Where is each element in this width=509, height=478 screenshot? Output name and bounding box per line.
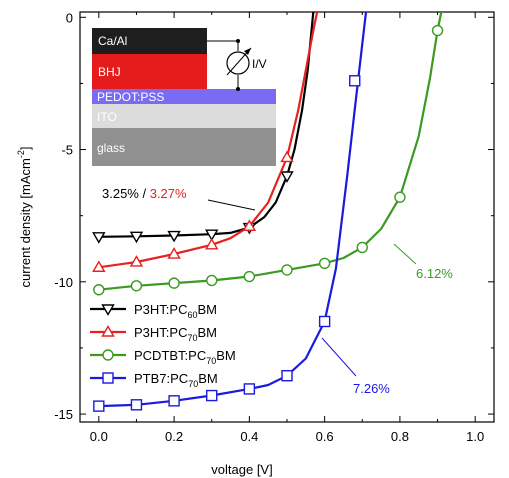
annotation-p3ht-black: 3.25% xyxy=(102,186,139,201)
annotation-p3ht-pointer xyxy=(207,199,256,211)
data-point-square xyxy=(93,400,105,412)
x-tick-label: 0.2 xyxy=(165,429,183,444)
data-point-triangle-down xyxy=(92,232,106,244)
series-line-pcdtbt-pc70bm xyxy=(98,12,443,291)
wire-top xyxy=(207,40,239,51)
data-point-square xyxy=(318,315,331,328)
annotation-p3ht-red: 3.27% xyxy=(150,186,187,201)
series-line-p3ht-pc70bm xyxy=(98,12,319,269)
layer-ca-al-label: Ca/Al xyxy=(98,34,127,48)
y-axis-label-sup: -2 xyxy=(16,150,26,158)
x-tick-label: 0.0 xyxy=(90,429,108,444)
series-ptb7-pc70bm xyxy=(93,12,368,412)
data-point-square xyxy=(281,370,293,382)
wire-node-bottom xyxy=(236,87,240,91)
annotation-p3ht-sep: / xyxy=(139,186,150,201)
data-point-circle xyxy=(281,264,293,276)
y-axis-label: current density [mAcm-2] xyxy=(16,147,33,288)
legend-item-p3ht-pc60bm: P3HT:PC60BM xyxy=(90,302,217,320)
layer-pedot-label: PEDOT:PSS xyxy=(97,90,164,104)
annotation-pcdtbt-pointer xyxy=(393,243,417,265)
y-tick-label: -10 xyxy=(54,275,73,290)
data-point-triangle-up xyxy=(129,255,144,267)
layer-pedot xyxy=(92,89,276,104)
data-point-triangle-up xyxy=(205,237,219,250)
x-tick-label: 0.6 xyxy=(316,429,334,444)
y-tick-label: -15 xyxy=(54,407,73,422)
annotation-ptb7-pointer xyxy=(321,337,357,377)
legend: P3HT:PC60BM P3HT:PC70BM PCDTBT:PC70BM PTB7:… xyxy=(90,302,236,389)
legend-label: PCDTBT:PC70BM xyxy=(134,348,236,366)
x-tick-label: 0.8 xyxy=(391,429,409,444)
data-point-circle xyxy=(431,24,444,37)
y-tick-label: -5 xyxy=(61,143,73,158)
data-point-triangle-up xyxy=(92,260,106,272)
data-point-square xyxy=(168,395,180,407)
annotation-pcdtbt: 6.12% xyxy=(416,266,453,281)
legend-item-pcdtbt-pc70bm: PCDTBT:PC70BM xyxy=(90,348,236,366)
legend-label: P3HT:PC70BM xyxy=(134,325,217,343)
device-stack-inset: Ca/Al BHJ PEDOT:PSS ITO glass I/V xyxy=(92,28,276,166)
annotation-p3ht: 3.25% / 3.27% xyxy=(102,186,187,201)
layer-glass xyxy=(92,128,276,166)
legend-item-p3ht-pc70bm: P3HT:PC70BM xyxy=(90,325,217,343)
layer-bhj xyxy=(92,54,207,89)
legend-label: P3HT:PC60BM xyxy=(134,302,217,320)
data-point-circle xyxy=(102,349,114,361)
data-point-circle xyxy=(168,277,180,289)
x-tick-label: 0.4 xyxy=(240,429,258,444)
data-point-triangle-down xyxy=(167,230,181,243)
series-line-ptb7-pc70bm xyxy=(98,12,368,408)
layer-bhj-label: BHJ xyxy=(98,65,121,79)
data-point-triangle-up xyxy=(167,247,181,259)
data-point-triangle-up xyxy=(280,150,294,163)
data-point-triangle-down xyxy=(205,229,219,242)
layer-ito-label: ITO xyxy=(97,110,117,124)
y-tick-label: 0 xyxy=(66,10,73,25)
annotation-ptb7: 7.26% xyxy=(353,381,390,396)
data-point-square xyxy=(102,372,114,384)
data-point-circle xyxy=(206,274,218,287)
data-point-triangle-down xyxy=(280,171,294,183)
layer-glass-label: glass xyxy=(97,141,125,155)
data-point-triangle-down xyxy=(101,304,115,316)
data-point-triangle-down xyxy=(129,231,144,244)
data-point-square xyxy=(206,389,218,402)
data-point-circle xyxy=(130,280,143,292)
data-point-square xyxy=(130,399,143,411)
data-point-triangle-up xyxy=(242,219,257,231)
data-point-circle xyxy=(243,270,256,283)
data-point-triangle-up xyxy=(101,325,115,337)
data-point-circle xyxy=(394,191,406,203)
data-point-circle xyxy=(318,257,331,269)
x-tick-label: 1.0 xyxy=(466,429,484,444)
data-point-square xyxy=(243,383,256,395)
series-layer xyxy=(92,12,444,412)
layer-ito xyxy=(92,104,276,128)
series-p3ht-pc70bm xyxy=(92,12,319,272)
data-point-square xyxy=(349,75,361,87)
series-pcdtbt-pc70bm xyxy=(93,12,444,296)
data-point-circle xyxy=(356,241,368,254)
meter-label: I/V xyxy=(252,57,267,71)
legend-item-ptb7-pc70bm: PTB7:PC70BM xyxy=(90,371,218,389)
wire-node-top xyxy=(236,39,240,43)
legend-label: PTB7:PC70BM xyxy=(134,371,218,389)
y-axis-label-main: current density [mAcm xyxy=(18,158,33,287)
y-axis-ticks: 0 -5 -10 -15 xyxy=(54,10,494,422)
x-axis-label: voltage [V] xyxy=(211,462,272,477)
layer-ca-al xyxy=(92,28,207,54)
meter-arrowhead-icon xyxy=(244,48,251,55)
data-point-circle xyxy=(93,284,105,296)
y-axis-label-close: ] xyxy=(18,147,33,151)
efficiency-annotations: 3.25% / 3.27% 6.12% 7.26% xyxy=(102,186,453,396)
series-clip xyxy=(92,12,444,412)
x-axis-ticks: 0.0 0.2 0.4 0.6 0.8 1.0 xyxy=(90,12,484,444)
